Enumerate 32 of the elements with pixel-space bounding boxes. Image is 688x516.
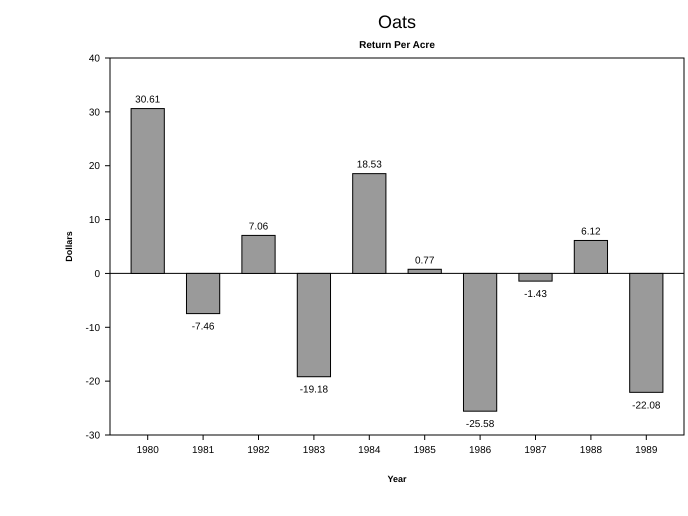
x-tick-label: 1981 bbox=[192, 445, 215, 456]
data-label: -7.46 bbox=[192, 322, 215, 333]
y-tick-label: -20 bbox=[86, 376, 100, 388]
x-tick-label: 1983 bbox=[302, 445, 326, 456]
y-tick-label: -10 bbox=[86, 322, 100, 334]
data-label: 7.06 bbox=[248, 221, 269, 232]
data-label: 18.53 bbox=[356, 160, 382, 171]
x-tick-label: 1982 bbox=[247, 445, 270, 456]
chart-title: Oats bbox=[378, 12, 416, 32]
x-tick-label: 1989 bbox=[635, 445, 658, 456]
x-tick-label: 1984 bbox=[358, 445, 381, 456]
x-tick-label: 1988 bbox=[580, 445, 602, 456]
data-label: -1.43 bbox=[524, 289, 548, 300]
x-tick-label: 1985 bbox=[414, 445, 436, 456]
data-label: 30.61 bbox=[135, 94, 161, 106]
data-label: 6.12 bbox=[581, 226, 602, 238]
data-label: -19.18 bbox=[300, 384, 329, 396]
y-tick-label: 20 bbox=[88, 161, 100, 172]
x-axis-title: Year bbox=[387, 474, 407, 484]
data-label: -22.08 bbox=[632, 400, 661, 412]
y-axis-title: Dollars bbox=[64, 231, 74, 262]
x-tick-label: 1987 bbox=[524, 445, 548, 456]
data-label: -25.58 bbox=[466, 419, 495, 430]
y-tick-label: 0 bbox=[94, 268, 100, 280]
x-tick-label: 1986 bbox=[468, 445, 492, 456]
y-tick-label: -30 bbox=[86, 430, 100, 442]
y-tick-label: 40 bbox=[88, 54, 100, 64]
chart-subtitle: Return Per Acre bbox=[359, 40, 436, 51]
data-label: 0.77 bbox=[414, 255, 435, 266]
y-tick-label: 30 bbox=[88, 107, 100, 118]
y-tick-label: 10 bbox=[88, 215, 100, 226]
x-tick-label: 1980 bbox=[136, 445, 160, 456]
